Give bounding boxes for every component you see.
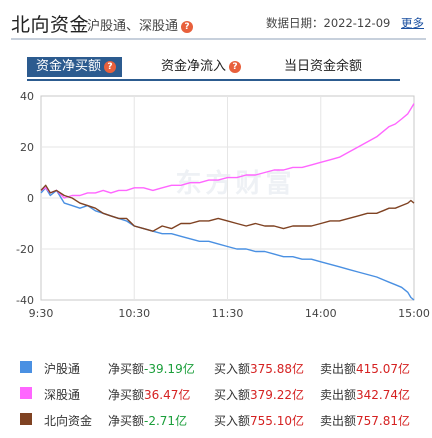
- legend-sell: 卖出额415.07亿: [320, 360, 410, 377]
- more-link[interactable]: 更多: [401, 16, 424, 30]
- x-tick-label: 10:30: [118, 307, 150, 320]
- buy-label: 买入额: [214, 388, 251, 402]
- net-value: 36.47亿: [144, 388, 191, 402]
- tab-daily-balance[interactable]: 当日资金余额: [284, 57, 362, 77]
- sell-value: 415.07亿: [356, 362, 411, 376]
- tab-net-buy[interactable]: 资金净买额?: [27, 57, 123, 77]
- tab-net-inflow-label: 资金净流入: [161, 59, 227, 74]
- legend-name: 沪股通: [44, 362, 81, 376]
- buy-label: 买入额: [214, 414, 251, 428]
- legend-sell: 卖出额757.81亿: [320, 412, 410, 429]
- net-label: 净买额: [108, 362, 145, 376]
- sell-label: 卖出额: [320, 362, 357, 376]
- sell-label: 卖出额: [320, 414, 357, 428]
- series-line: [40, 184, 415, 232]
- x-tick-label: 11:30: [212, 307, 244, 320]
- help-icon[interactable]: ?: [181, 20, 194, 33]
- y-tick-label: 40: [20, 90, 34, 103]
- legend-swatch: [20, 413, 32, 425]
- buy-value: 379.22亿: [250, 388, 305, 402]
- watermark: 东方财富: [175, 168, 295, 199]
- net-buy-chart: 东方财富 40 20 0 -20 -409:30 10:30 11:30 14:00 15:00: [16, 90, 430, 320]
- x-tick-label: 9:30: [29, 307, 54, 320]
- net-value: -39.19亿: [144, 362, 195, 376]
- subtitle-text: 沪股通、深股通: [87, 19, 179, 34]
- legend-name: 深股通: [44, 388, 81, 402]
- page-subtitle: 沪股通、深股通?: [87, 15, 194, 34]
- x-tick-label: 14:00: [305, 307, 337, 320]
- sell-label: 卖出额: [320, 388, 357, 402]
- legend-name: 北向资金: [44, 414, 93, 428]
- help-icon[interactable]: ?: [229, 60, 242, 73]
- y-tick-label: 20: [20, 141, 34, 154]
- header: 北向资金 沪股通、深股通? 数据日期：2022-12-09 更多: [0, 0, 432, 40]
- sell-value: 342.74亿: [356, 388, 411, 402]
- net-label: 净买额: [108, 388, 145, 402]
- legend-net: 净买额-2.71亿: [108, 412, 187, 429]
- sell-value: 757.81亿: [356, 414, 411, 428]
- tab-daily-balance-label: 当日资金余额: [284, 59, 363, 74]
- legend-row: 深股通 净买额36.47亿 买入额379.22亿 卖出额342.74亿: [20, 386, 430, 402]
- buy-label: 买入额: [214, 362, 251, 376]
- legend-swatch: [20, 361, 32, 373]
- legend-net: 净买额-39.19亿: [108, 360, 195, 377]
- net-value: -2.71亿: [144, 414, 188, 428]
- legend-buy: 买入额379.22亿: [214, 386, 304, 403]
- tab-net-buy-label: 资金净买额: [36, 59, 102, 74]
- tab-net-inflow[interactable]: 资金净流入?: [161, 57, 242, 77]
- buy-value: 755.10亿: [250, 414, 305, 428]
- data-date: 数据日期：2022-12-09: [266, 16, 391, 30]
- legend-sell: 卖出额342.74亿: [320, 386, 410, 403]
- y-tick-label: -20: [16, 243, 34, 256]
- legend-swatch: [20, 387, 32, 399]
- series-line: [40, 187, 415, 301]
- legend-row: 沪股通 净买额-39.19亿 买入额375.88亿 卖出额415.07亿: [20, 360, 430, 376]
- legend-buy: 买入额375.88亿: [214, 360, 304, 377]
- x-tick-label: 15:00: [398, 307, 430, 320]
- series-line: [40, 103, 415, 199]
- header-divider: [11, 38, 426, 40]
- help-icon[interactable]: ?: [104, 60, 117, 73]
- y-tick-label: 0: [27, 192, 34, 205]
- tab-underline: [27, 79, 400, 81]
- legend-buy: 买入额755.10亿: [214, 412, 304, 429]
- page-title: 北向资金: [11, 14, 90, 36]
- y-tick-label: -40: [16, 294, 34, 307]
- net-label: 净买额: [108, 414, 145, 428]
- buy-value: 375.88亿: [250, 362, 305, 376]
- legend-row: 北向资金 净买额-2.71亿 买入额755.10亿 卖出额757.81亿: [20, 412, 430, 428]
- legend-net: 净买额36.47亿: [108, 386, 190, 403]
